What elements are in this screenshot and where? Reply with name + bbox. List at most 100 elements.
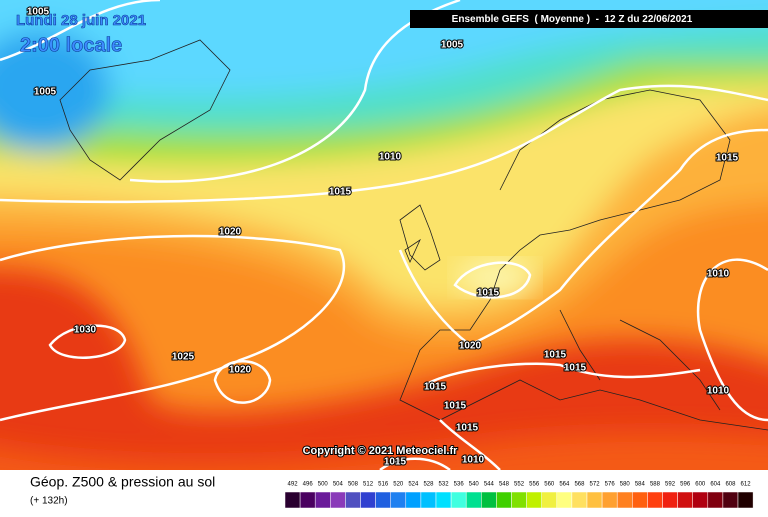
scale-label: 592 xyxy=(665,482,676,488)
scale-swatch xyxy=(662,491,678,509)
color-scale: 492 496 500 504 508 512 516 520 524 528 532 536 540 5… xyxy=(284,482,754,509)
copyright: Copyright © 2021 Meteociel.fr xyxy=(303,445,459,457)
scale-swatch xyxy=(284,491,301,509)
scale-swatch xyxy=(556,491,573,509)
scale-label: 528 xyxy=(423,482,434,488)
scale-swatch xyxy=(632,491,648,509)
scale-label: 508 xyxy=(348,482,359,488)
scale-label: 588 xyxy=(650,482,661,488)
scale-label: 540 xyxy=(469,482,480,488)
scale-swatch xyxy=(330,491,346,509)
scale-swatch xyxy=(299,491,316,509)
scale-swatch xyxy=(586,491,603,509)
isobar xyxy=(48,324,127,359)
isobar-label: 1025 xyxy=(172,352,195,363)
isobar-label: 1015 xyxy=(456,423,479,434)
field-blue xyxy=(0,30,110,150)
lead-time: (+ 132h) xyxy=(30,496,68,507)
isobar-label: 1005 xyxy=(34,87,57,98)
scale-swatch xyxy=(496,491,512,509)
isobar-label: 1020 xyxy=(219,227,242,238)
time-title: 2:00 locale xyxy=(20,34,122,56)
scale-label: 512 xyxy=(363,482,374,488)
isobar xyxy=(0,84,768,204)
scale-swatch xyxy=(722,491,739,509)
scale-swatch xyxy=(450,491,467,509)
scale-label: 504 xyxy=(333,482,344,488)
isobar-label: 1020 xyxy=(229,365,252,376)
scale-swatch xyxy=(737,491,754,509)
scale-swatch xyxy=(692,491,709,509)
isobar-label: 1015 xyxy=(477,288,500,299)
scale-label: 580 xyxy=(620,482,631,488)
scale-label: 560 xyxy=(544,482,555,488)
isobar-label: 1015 xyxy=(424,382,447,393)
isobar-labels: 1005 1005 1005 1010 1015 1020 1015 1030 1025 1020… xyxy=(26,6,740,469)
isobar-label: 1010 xyxy=(462,455,485,466)
scale-swatch xyxy=(707,491,724,509)
isobar-label: 1030 xyxy=(74,325,97,336)
scale-label: 548 xyxy=(499,482,510,488)
field-deep-red xyxy=(0,432,768,470)
scale-label: 572 xyxy=(590,482,601,488)
isobar-label: 1015 xyxy=(716,153,739,164)
scale-label: 544 xyxy=(484,482,495,488)
isobar-label: 1015 xyxy=(384,457,407,468)
scale-label: 552 xyxy=(514,482,525,488)
scale-swatch xyxy=(420,491,437,509)
scale-swatch xyxy=(481,491,497,509)
scale-label: 532 xyxy=(439,482,450,488)
scale-label: 600 xyxy=(695,482,706,488)
isobar xyxy=(0,0,461,183)
isobar xyxy=(453,261,532,299)
isobar-label: 1015 xyxy=(329,187,352,198)
scale-label: 608 xyxy=(725,482,736,488)
scale-swatch xyxy=(511,491,527,509)
scale-swatch xyxy=(435,491,452,509)
isobar xyxy=(213,360,272,404)
coastline xyxy=(59,39,768,431)
scale-swatch xyxy=(601,491,618,509)
scale-label: 612 xyxy=(741,482,752,488)
scale-swatch xyxy=(465,491,482,509)
scale-swatch xyxy=(677,491,693,509)
isobar-label: 1015 xyxy=(544,350,567,361)
legend-title: Géop. Z500 & pression au sol xyxy=(30,474,215,490)
isobar-label: 1010 xyxy=(707,269,730,280)
isobar-label: 1015 xyxy=(444,401,467,412)
scale-swatch xyxy=(360,491,376,509)
scale-swatch xyxy=(375,491,391,509)
scale-label: 584 xyxy=(635,482,646,488)
isobar xyxy=(0,234,346,422)
isobar-label: 1010 xyxy=(379,152,402,163)
scale-label: 492 xyxy=(288,482,299,488)
isobar-label: 1015 xyxy=(564,363,587,374)
scale-label: 576 xyxy=(605,482,616,488)
scale-swatch xyxy=(405,491,422,509)
isobar xyxy=(398,128,768,347)
run-title: Ensemble GEFS ( Moyenne ) - 12 Z du 22/0… xyxy=(452,14,693,25)
isobar-label: 1010 xyxy=(707,386,730,397)
scale-swatch xyxy=(390,491,407,509)
date-title: Lundi 28 juin 2021 xyxy=(16,12,146,29)
run-banner xyxy=(410,10,768,28)
scale-label: 604 xyxy=(710,482,721,488)
scale-swatch xyxy=(345,491,361,509)
isobar-label: 1005 xyxy=(27,7,50,18)
scale-swatch xyxy=(526,491,542,509)
scale-label: 524 xyxy=(408,482,419,488)
isobar-label: 1005 xyxy=(441,40,464,51)
scale-label: 596 xyxy=(680,482,691,488)
scale-label: 536 xyxy=(454,482,465,488)
scale-label: 516 xyxy=(378,482,389,488)
scale-swatch xyxy=(647,491,663,509)
scale-label: 496 xyxy=(303,482,314,488)
scale-label: 500 xyxy=(318,482,329,488)
isobar xyxy=(379,258,768,470)
scale-label: 556 xyxy=(529,482,540,488)
scale-swatch xyxy=(314,491,331,509)
scale-swatch xyxy=(571,491,588,509)
scale-swatch xyxy=(541,491,558,509)
